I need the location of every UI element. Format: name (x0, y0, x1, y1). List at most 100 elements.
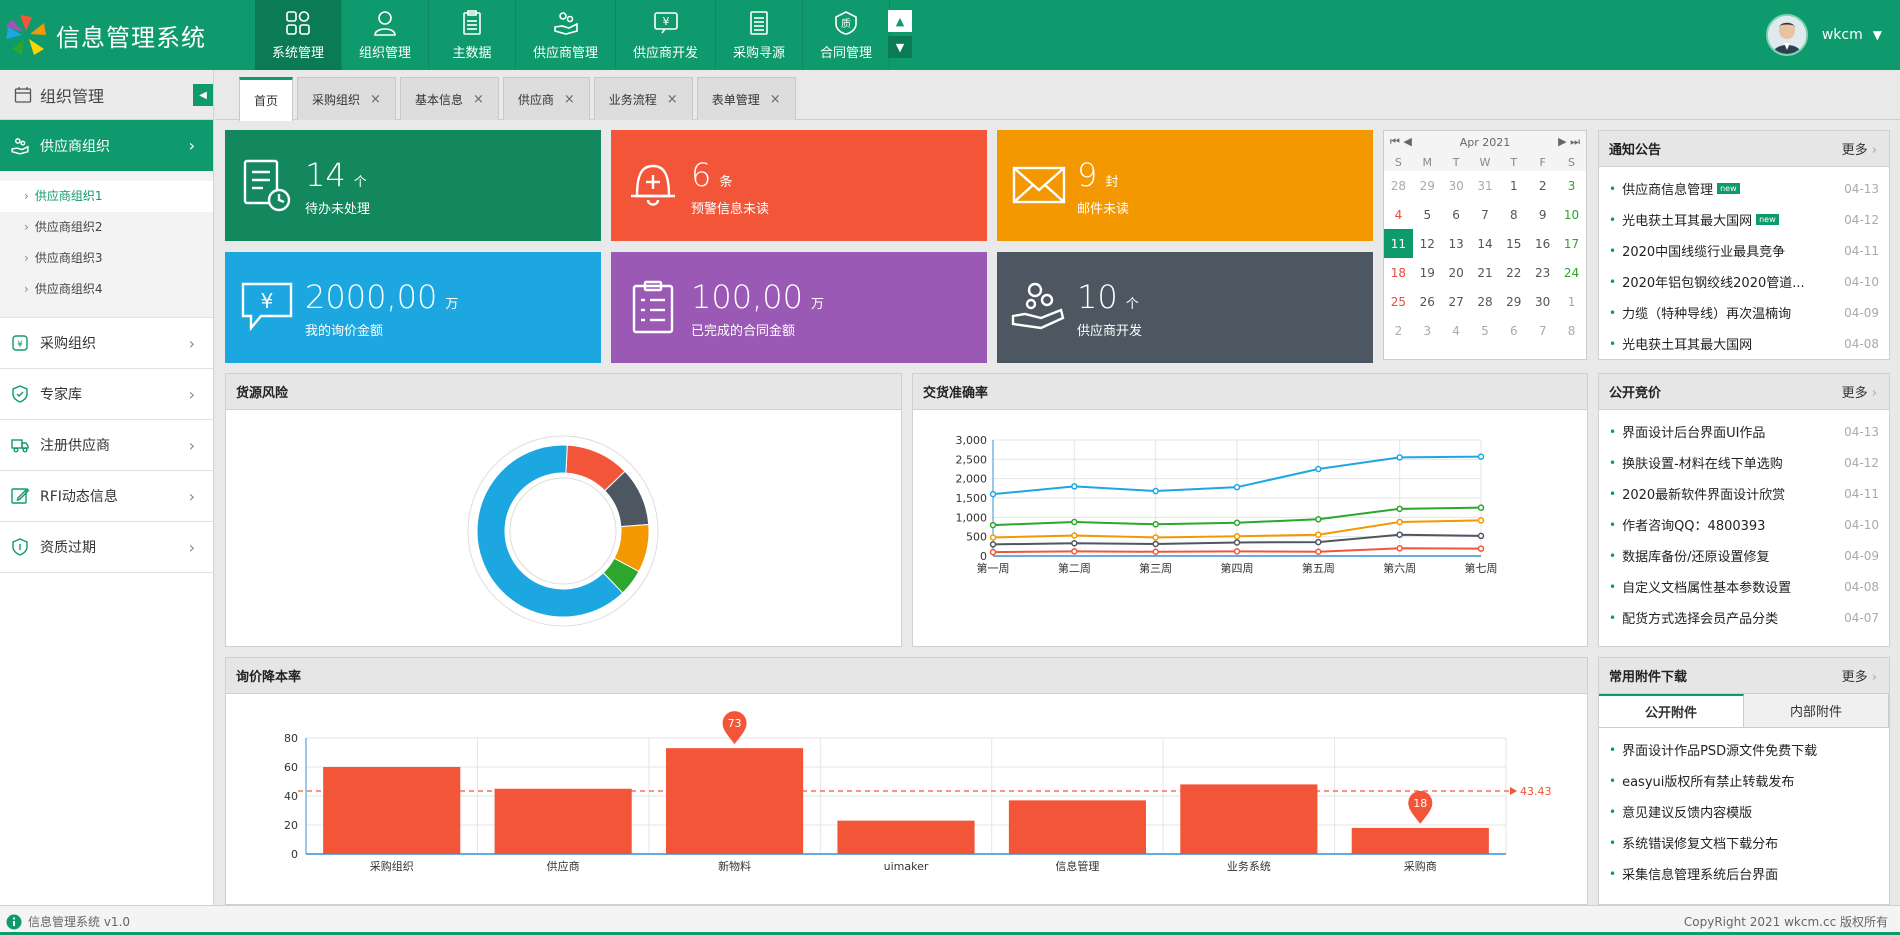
close-icon[interactable]: × (666, 91, 678, 107)
sidebar-collapse-icon[interactable]: ◀ (193, 84, 213, 106)
series-point[interactable] (1152, 540, 1159, 548)
calendar-day[interactable]: 14 (1477, 236, 1493, 251)
calendar-day[interactable]: 6 (1452, 207, 1460, 222)
series-point[interactable] (1315, 538, 1322, 546)
series-point[interactable] (989, 490, 997, 498)
calendar-day[interactable]: 19 (1419, 265, 1435, 280)
chevron-down-icon[interactable]: ▼ (1872, 28, 1882, 42)
series-point[interactable] (989, 548, 997, 556)
series-point[interactable] (1315, 548, 1322, 555)
nav-scroll-up-icon[interactable]: ▲ (888, 10, 912, 32)
attachment-item[interactable]: 意见建议反馈内容模版 (1609, 796, 1879, 827)
stat-todo[interactable]: 14 个 待办未处理 (225, 130, 601, 241)
calendar-day[interactable]: 18 (1390, 265, 1407, 280)
series-point[interactable] (1233, 483, 1241, 491)
series-point[interactable] (1152, 548, 1159, 555)
bar[interactable] (494, 788, 632, 854)
bar[interactable] (1351, 827, 1489, 854)
series-point[interactable] (1071, 532, 1078, 539)
calendar-day[interactable]: 3 (1567, 178, 1576, 193)
tab-internal-attachments[interactable]: 内部附件 (1744, 694, 1889, 727)
nav-system[interactable]: 系统管理 (255, 0, 342, 70)
close-icon[interactable]: × (472, 91, 484, 107)
bar[interactable] (1008, 800, 1146, 854)
series-point[interactable] (989, 534, 997, 541)
nav-master-data[interactable]: 主数据 (429, 0, 516, 70)
close-icon[interactable]: × (370, 91, 381, 107)
close-icon[interactable]: × (769, 91, 781, 107)
calendar-day[interactable]: 24 (1563, 265, 1580, 280)
calendar-day[interactable]: 2 (1538, 178, 1547, 193)
series-point[interactable] (1477, 504, 1485, 511)
series-point[interactable] (1233, 539, 1241, 546)
double-left-icon[interactable]: ⏮ (1390, 135, 1400, 148)
calendar-day[interactable]: 3 (1423, 323, 1432, 338)
bidding-item[interactable]: 配货方式选择会员产品分类 04-07 (1609, 602, 1879, 633)
attachment-item[interactable]: 系统错误修复文档下载分布 (1609, 827, 1879, 858)
sidebar-item-expert-library[interactable]: 专家库 › (0, 369, 213, 420)
more-link[interactable]: 更多 › (1842, 382, 1877, 401)
calendar-day[interactable]: 21 (1477, 265, 1493, 280)
calendar-day[interactable]: 28 (1390, 178, 1407, 193)
calendar-day[interactable]: 16 (1535, 236, 1551, 251)
tab-basic-info[interactable]: 基本信息 × (399, 77, 499, 120)
bidding-item[interactable]: 数据库备份/还原设置修复 04-09 (1609, 540, 1879, 571)
bar[interactable] (837, 820, 975, 854)
series-point[interactable] (1396, 518, 1403, 526)
calendar-day[interactable]: 2 (1394, 323, 1403, 338)
tab-purchase-org[interactable]: 采购组织 × (297, 77, 396, 120)
calendar-day[interactable]: 23 (1535, 265, 1551, 280)
double-right-icon[interactable]: ⏭ (1570, 135, 1580, 148)
tab-form-management[interactable]: 表单管理 × (696, 77, 796, 120)
sidebar-subitem[interactable]: 供应商组织1 (0, 181, 213, 212)
calendar-day[interactable]: 13 (1448, 236, 1464, 251)
series-point[interactable] (1233, 548, 1241, 555)
series-point[interactable] (1477, 517, 1485, 524)
series-point[interactable] (1315, 531, 1322, 538)
series-point[interactable] (1233, 533, 1241, 540)
calendar-day[interactable]: 4 (1394, 207, 1403, 222)
calendar-day[interactable]: 10 (1563, 207, 1580, 222)
notice-item[interactable]: 2020中国线缆行业最具竞争 04-11 (1609, 235, 1879, 266)
attachment-item[interactable]: 采集信息管理系统后台界面 (1609, 858, 1879, 889)
series-point[interactable] (1233, 519, 1241, 526)
notice-item[interactable]: 2020年铝包钢绞线2020管道... 04-10 (1609, 266, 1879, 297)
calendar-day[interactable]: 7 (1481, 207, 1489, 222)
series-point[interactable] (1071, 483, 1078, 490)
user-menu[interactable]: wkcm ▼ (1765, 14, 1882, 56)
nav-scroll-down-icon[interactable]: ▼ (888, 36, 912, 58)
sidebar-item-qualification-expiry[interactable]: 资质过期 › (0, 522, 213, 573)
bidding-item[interactable]: 界面设计后台界面UI作品 04-13 (1609, 416, 1879, 447)
calendar-day[interactable]: 7 (1538, 323, 1547, 338)
attachment-item[interactable]: easyui版权所有禁止转载发布 (1609, 765, 1879, 796)
calendar-day[interactable]: 9 (1538, 207, 1547, 222)
nav-sourcing[interactable]: 采购寻源 (716, 0, 803, 70)
sidebar-item-register-supplier[interactable]: 注册供应商 › (0, 420, 213, 471)
series-point[interactable] (989, 521, 997, 529)
series-point[interactable] (1071, 539, 1078, 547)
calendar-day[interactable]: 28 (1477, 294, 1493, 309)
calendar-day[interactable]: 15 (1506, 236, 1522, 251)
calendar-day[interactable]: 12 (1419, 236, 1435, 251)
calendar-day[interactable]: 31 (1477, 178, 1493, 193)
sidebar-item-rfi[interactable]: RFI动态信息 › (0, 471, 213, 522)
series-point[interactable] (1396, 545, 1403, 552)
series-point[interactable] (1071, 518, 1078, 526)
tab-public-attachments[interactable]: 公开附件 (1599, 694, 1744, 727)
calendar-day[interactable]: 11 (1384, 229, 1413, 258)
calendar-day[interactable]: 27 (1448, 294, 1464, 309)
sidebar-subitem[interactable]: 供应商组织3 (0, 243, 213, 274)
stat-contract-amount[interactable]: 100,00 万 已完成的合同金额 (611, 252, 987, 363)
calendar-day[interactable]: 29 (1506, 294, 1522, 309)
calendar-day[interactable]: 22 (1506, 265, 1522, 280)
sidebar-item-purchase-org[interactable]: ¥ 采购组织 › (0, 318, 213, 369)
series-point[interactable] (1477, 532, 1485, 540)
calendar-day[interactable]: 8 (1567, 323, 1576, 338)
series-point[interactable] (1152, 487, 1159, 495)
calendar-day[interactable]: 26 (1419, 294, 1435, 309)
bidding-item[interactable]: 作者咨询QQ：4800393 04-10 (1609, 509, 1879, 540)
nav-supplier-development[interactable]: ¥ 供应商开发 (616, 0, 716, 70)
